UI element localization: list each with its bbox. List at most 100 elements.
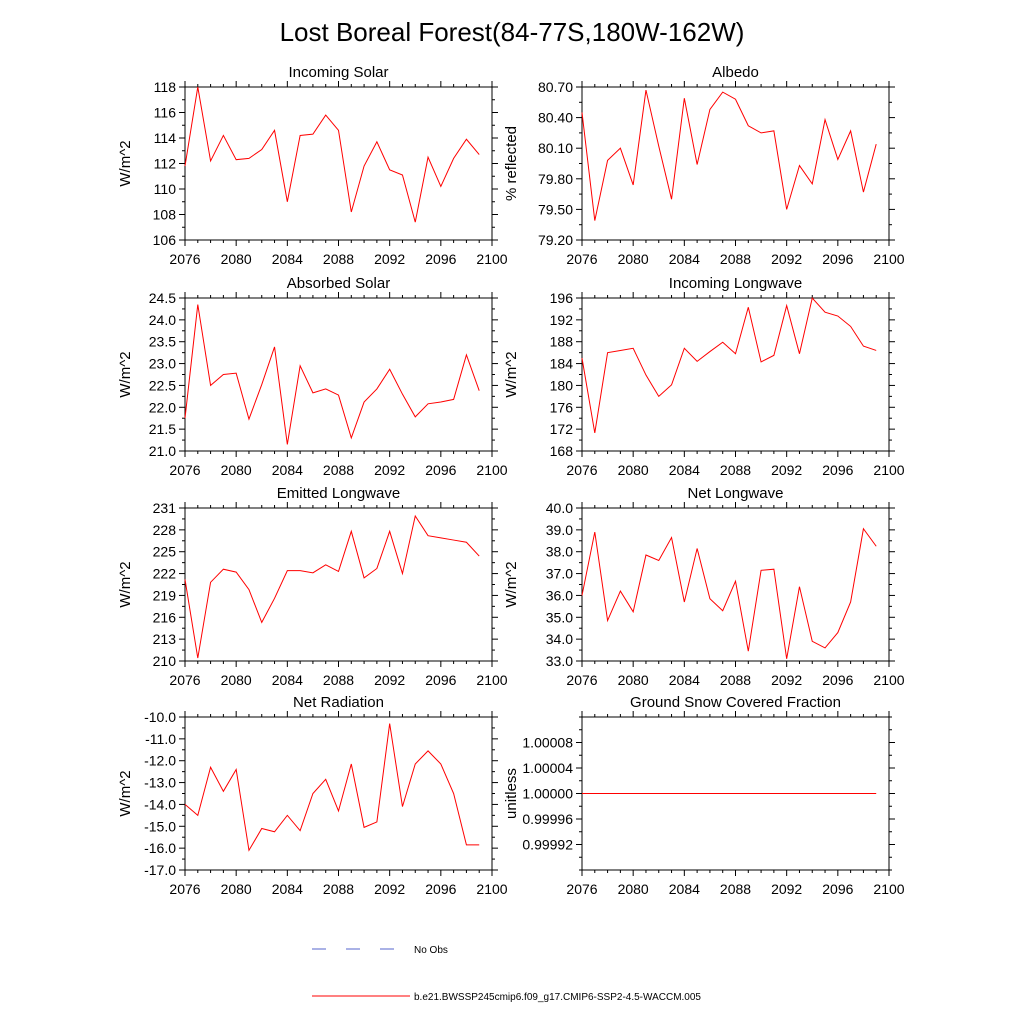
x-tick-label: 2076 bbox=[566, 462, 597, 478]
y-tick-label: 231 bbox=[153, 500, 177, 516]
series-line bbox=[581, 527, 877, 659]
x-tick-label: 2088 bbox=[323, 462, 354, 478]
x-tick-label: 2076 bbox=[566, 672, 597, 688]
x-tick-label: 2096 bbox=[425, 251, 456, 267]
x-tick-label: 2080 bbox=[221, 881, 252, 897]
y-tick-label: 23.5 bbox=[149, 334, 176, 350]
x-tick-label: 2096 bbox=[822, 251, 853, 267]
y-tick-label: 0.99992 bbox=[522, 837, 573, 853]
y-tick-label: 108 bbox=[153, 207, 177, 223]
y-tick-label: 184 bbox=[550, 356, 574, 372]
x-tick-label: 2080 bbox=[618, 881, 649, 897]
x-tick-label: 2088 bbox=[323, 881, 354, 897]
panel-8: Ground Snow Covered Fraction 2076 2080 2084… bbox=[503, 694, 905, 897]
panel-title: Emitted Longwave bbox=[277, 485, 400, 502]
y-axis-label: unitless bbox=[503, 768, 520, 819]
x-tick-label: 2084 bbox=[272, 672, 303, 688]
x-tick-label: 2096 bbox=[425, 881, 456, 897]
y-tick-label: 114 bbox=[154, 130, 177, 146]
x-tick-label: 2092 bbox=[771, 881, 802, 897]
x-tick-label: 2092 bbox=[771, 672, 802, 688]
y-tick-label: 39.0 bbox=[546, 522, 573, 538]
y-tick-label: 80.10 bbox=[538, 140, 573, 156]
panels: Incoming Solar 2076 2080 2084 2088 2092 2096 21… bbox=[117, 64, 905, 897]
panel-title: Absorbed Solar bbox=[287, 275, 390, 292]
panel-title: Ground Snow Covered Fraction bbox=[630, 694, 841, 711]
y-tick-label: 21.5 bbox=[149, 421, 176, 437]
y-axis-label: W/m^2 bbox=[117, 351, 134, 397]
x-tick-label: 2100 bbox=[476, 462, 507, 478]
x-tick-label: 2084 bbox=[669, 251, 700, 267]
y-tick-label: 23.0 bbox=[149, 356, 176, 372]
series-line bbox=[581, 296, 877, 434]
y-tick-label: 38.0 bbox=[546, 544, 573, 560]
x-tick-label: 2096 bbox=[822, 881, 853, 897]
y-tick-label: 213 bbox=[153, 631, 177, 647]
legend: No Obs b.e21.BWSSP245cmip6.f09_g17.CMIP6… bbox=[312, 945, 701, 1003]
y-tick-label: 188 bbox=[550, 334, 574, 350]
panel-title: Net Longwave bbox=[688, 485, 784, 502]
x-tick-label: 2100 bbox=[873, 462, 904, 478]
y-tick-label: 33.0 bbox=[546, 653, 573, 669]
panel-3: Absorbed Solar 2076 2080 2084 2088 2092 2096 21… bbox=[117, 275, 508, 478]
x-tick-label: 2100 bbox=[873, 251, 904, 267]
figure-title: Lost Boreal Forest(84-77S,180W-162W) bbox=[280, 17, 745, 47]
x-tick-label: 2096 bbox=[822, 672, 853, 688]
x-tick-label: 2088 bbox=[720, 251, 751, 267]
y-tick-label: -10.0 bbox=[144, 709, 176, 725]
y-tick-label: -12.0 bbox=[144, 753, 176, 769]
x-tick-label: 2088 bbox=[720, 462, 751, 478]
y-tick-label: 1.00000 bbox=[522, 786, 573, 802]
legend-obs-label: No Obs bbox=[414, 945, 448, 956]
series-line bbox=[184, 723, 480, 852]
y-tick-label: 216 bbox=[153, 609, 177, 625]
y-tick-label: -17.0 bbox=[144, 862, 176, 878]
y-tick-label: 112 bbox=[154, 156, 177, 172]
y-tick-label: 34.0 bbox=[546, 631, 573, 647]
x-tick-label: 2076 bbox=[169, 881, 200, 897]
y-tick-label: 22.0 bbox=[149, 399, 176, 415]
x-tick-label: 2096 bbox=[822, 462, 853, 478]
y-tick-label: -15.0 bbox=[144, 818, 176, 834]
x-tick-label: 2092 bbox=[374, 881, 405, 897]
x-tick-label: 2100 bbox=[476, 251, 507, 267]
legend-model-label: b.e21.BWSSP245cmip6.f09_g17.CMIP6-SSP2-4… bbox=[414, 992, 701, 1003]
y-axis-label: W/m^2 bbox=[117, 561, 134, 607]
x-tick-label: 2080 bbox=[221, 462, 252, 478]
y-tick-label: -11.0 bbox=[145, 731, 176, 747]
x-tick-label: 2084 bbox=[669, 462, 700, 478]
series-line bbox=[184, 514, 480, 659]
x-tick-label: 2080 bbox=[221, 251, 252, 267]
y-tick-label: 196 bbox=[550, 290, 574, 306]
panel-7: Net Radiation 2076 2080 2084 2088 2092 2096 210… bbox=[117, 694, 508, 897]
x-tick-label: 2088 bbox=[720, 672, 751, 688]
panel-4: Incoming Longwave 2076 2080 2084 2088 2092 209… bbox=[503, 275, 905, 478]
y-tick-label: 24.5 bbox=[149, 290, 176, 306]
y-axis-label: W/m^2 bbox=[117, 140, 134, 186]
y-tick-label: 219 bbox=[153, 587, 177, 603]
series-line bbox=[581, 89, 877, 221]
panel-title: Incoming Longwave bbox=[669, 275, 802, 292]
panel-5: Emitted Longwave 2076 2080 2084 2088 2092 2096… bbox=[117, 485, 508, 688]
x-tick-label: 2084 bbox=[272, 251, 303, 267]
y-tick-label: 222 bbox=[153, 566, 177, 582]
y-tick-label: 80.70 bbox=[538, 79, 573, 95]
y-tick-label: 228 bbox=[153, 522, 177, 538]
y-tick-label: 210 bbox=[153, 653, 177, 669]
x-tick-label: 2096 bbox=[425, 672, 456, 688]
x-tick-label: 2080 bbox=[618, 251, 649, 267]
y-axis-label: W/m^2 bbox=[503, 561, 520, 607]
x-tick-label: 2100 bbox=[476, 672, 507, 688]
x-tick-label: 2080 bbox=[618, 462, 649, 478]
x-tick-label: 2076 bbox=[566, 251, 597, 267]
x-tick-label: 2084 bbox=[669, 881, 700, 897]
panel-1: Incoming Solar 2076 2080 2084 2088 2092 2096 21… bbox=[117, 64, 508, 267]
x-tick-label: 2076 bbox=[169, 672, 200, 688]
y-tick-label: -13.0 bbox=[144, 775, 176, 791]
y-tick-label: 180 bbox=[550, 377, 574, 393]
y-axis-label: % reflected bbox=[503, 126, 520, 201]
x-tick-label: 2076 bbox=[169, 462, 200, 478]
x-tick-label: 2092 bbox=[374, 462, 405, 478]
y-tick-label: -14.0 bbox=[144, 796, 176, 812]
